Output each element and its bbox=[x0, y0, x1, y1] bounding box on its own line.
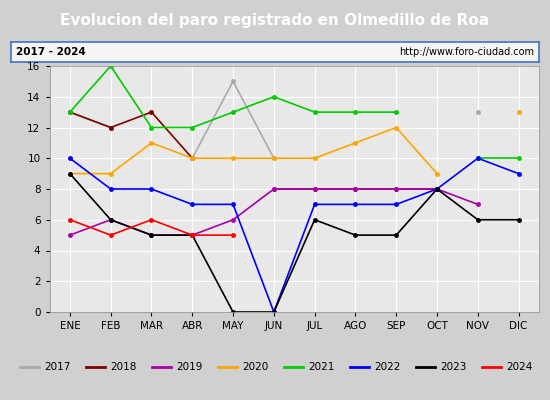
Text: 2019: 2019 bbox=[176, 362, 202, 372]
Text: 2023: 2023 bbox=[440, 362, 466, 372]
Text: 2017: 2017 bbox=[44, 362, 70, 372]
Text: 2021: 2021 bbox=[308, 362, 334, 372]
Text: 2020: 2020 bbox=[242, 362, 268, 372]
Text: Evolucion del paro registrado en Olmedillo de Roa: Evolucion del paro registrado en Olmedil… bbox=[60, 14, 490, 28]
Text: http://www.foro-ciudad.com: http://www.foro-ciudad.com bbox=[399, 47, 534, 57]
Text: 2022: 2022 bbox=[374, 362, 400, 372]
Text: 2017 - 2024: 2017 - 2024 bbox=[16, 47, 86, 57]
Text: 2018: 2018 bbox=[110, 362, 136, 372]
Text: 2024: 2024 bbox=[506, 362, 532, 372]
